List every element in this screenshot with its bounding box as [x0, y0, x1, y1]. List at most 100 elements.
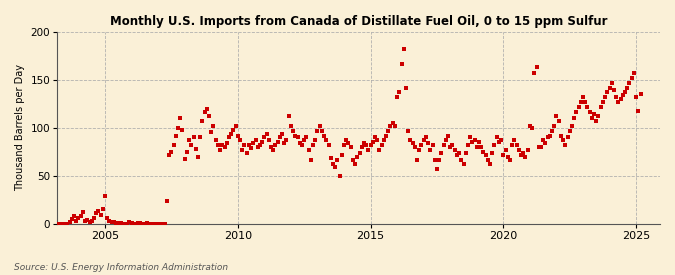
- Point: [230, 124, 241, 128]
- Point: [259, 135, 270, 140]
- Point: [119, 222, 130, 226]
- Point: [327, 162, 338, 167]
- Point: [599, 95, 610, 99]
- Point: [556, 133, 566, 138]
- Point: [381, 133, 392, 138]
- Point: [182, 150, 192, 154]
- Point: [246, 146, 256, 150]
- Point: [456, 157, 466, 162]
- Point: [131, 222, 142, 226]
- Point: [370, 135, 381, 140]
- Point: [284, 114, 294, 119]
- Point: [204, 114, 215, 119]
- Point: [471, 145, 482, 149]
- Point: [460, 151, 471, 155]
- Point: [578, 95, 589, 99]
- Point: [443, 133, 454, 138]
- Point: [379, 138, 389, 142]
- Point: [275, 135, 286, 140]
- Point: [188, 135, 199, 140]
- Point: [95, 213, 106, 217]
- Point: [403, 128, 414, 133]
- Point: [208, 124, 219, 128]
- Point: [159, 222, 170, 226]
- Point: [394, 90, 405, 95]
- Point: [345, 145, 356, 149]
- Point: [137, 222, 148, 226]
- Point: [425, 148, 436, 152]
- Point: [206, 130, 217, 134]
- Point: [290, 133, 301, 138]
- Point: [348, 157, 358, 162]
- Point: [73, 216, 84, 220]
- Point: [215, 148, 225, 152]
- Point: [389, 124, 400, 128]
- Point: [412, 157, 423, 162]
- Point: [319, 133, 329, 138]
- Point: [635, 92, 646, 97]
- Point: [580, 100, 591, 104]
- Point: [405, 138, 416, 142]
- Point: [372, 138, 383, 142]
- Point: [244, 143, 254, 147]
- Point: [469, 138, 480, 142]
- Point: [423, 141, 433, 145]
- Point: [624, 81, 635, 85]
- Point: [438, 143, 449, 147]
- Point: [542, 135, 553, 140]
- Point: [526, 126, 537, 130]
- Point: [602, 90, 613, 95]
- Point: [575, 100, 586, 104]
- Point: [78, 210, 88, 214]
- Point: [551, 114, 562, 119]
- Title: Monthly U.S. Imports from Canada of Distillate Fuel Oil, 0 to 15 ppm Sulfur: Monthly U.S. Imports from Canada of Dist…: [110, 15, 608, 28]
- Point: [410, 145, 421, 149]
- Point: [122, 222, 132, 226]
- Point: [595, 104, 606, 109]
- Point: [217, 143, 227, 147]
- Point: [315, 124, 325, 128]
- Point: [436, 151, 447, 155]
- Point: [440, 138, 451, 142]
- Point: [211, 138, 221, 142]
- Point: [232, 133, 243, 138]
- Point: [166, 150, 177, 154]
- Point: [225, 131, 236, 136]
- Point: [84, 220, 95, 224]
- Point: [514, 148, 524, 152]
- Point: [256, 140, 267, 144]
- Point: [155, 222, 166, 226]
- Point: [571, 109, 582, 114]
- Point: [100, 194, 111, 198]
- Point: [416, 143, 427, 147]
- Point: [538, 138, 549, 142]
- Point: [516, 153, 526, 157]
- Point: [248, 141, 259, 145]
- Point: [365, 143, 376, 147]
- Point: [201, 106, 212, 111]
- Point: [146, 222, 157, 226]
- Point: [495, 138, 506, 142]
- Point: [398, 47, 409, 51]
- Point: [604, 85, 615, 90]
- Point: [547, 128, 558, 133]
- Point: [535, 145, 546, 149]
- Point: [213, 143, 223, 147]
- Point: [288, 128, 298, 133]
- Point: [55, 222, 66, 226]
- Point: [151, 222, 161, 226]
- Point: [427, 143, 438, 147]
- Point: [360, 143, 371, 147]
- Point: [252, 145, 263, 149]
- Point: [153, 222, 163, 226]
- Point: [321, 138, 331, 142]
- Point: [157, 222, 168, 226]
- Point: [633, 108, 644, 113]
- Point: [97, 207, 108, 212]
- Point: [250, 138, 261, 142]
- Point: [343, 141, 354, 145]
- Point: [562, 135, 573, 140]
- Point: [197, 119, 208, 123]
- Point: [476, 145, 487, 149]
- Point: [192, 155, 203, 159]
